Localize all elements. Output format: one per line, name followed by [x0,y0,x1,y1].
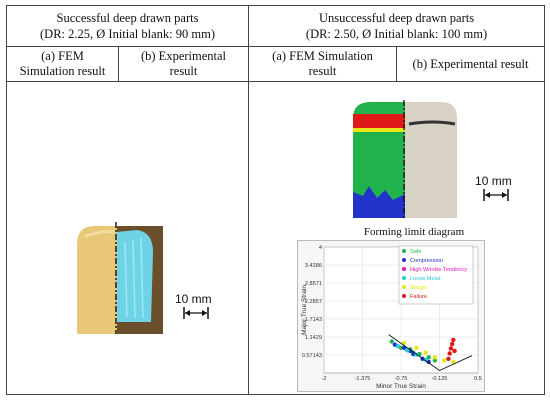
legend-marker [402,249,407,253]
experimental-cup [405,102,458,218]
data-point-failure [452,348,457,354]
scale-bar-left: 10 mm [175,292,212,325]
data-point-margin [423,350,428,355]
data-point-safe [426,355,431,360]
unsuccessful-part-image [353,100,458,220]
data-point-failure [448,346,454,351]
subheader-fem-left-line1: (a) FEM [41,49,84,63]
figure-table: Successful deep drawn parts (DR: 2.25, Ø… [5,5,546,396]
scale-label-left: 10 mm [175,292,212,306]
comparison-table: Successful deep drawn parts (DR: 2.25, Ø… [5,5,546,395]
fld-chart-svg: -2 -1.375 -0.75 -0.125 0.5 0.57143 1.1429 1.714… [301,245,482,390]
y-tick-label: 1.7143 [305,317,322,323]
fld-chart: -2 -1.375 -0.75 -0.125 0.5 0.57143 1.1429 1.714… [297,240,486,392]
legend-marker [402,276,407,280]
data-point-margin [432,355,438,360]
x-tick-label: -2 [322,376,327,382]
legend-label: Failure [410,294,427,300]
data-point-loose-metal [423,357,428,362]
y-tick-label: 3.4286 [305,263,322,269]
successful-part-image [77,222,163,334]
legend-label: Compression [410,258,443,264]
subheader-fem-right: (a) FEM Simulation result [248,46,398,82]
y-tick-label: 2.2857 [305,299,322,305]
x-axis-label: Minor True Strain [376,383,426,390]
data-point-margin [441,358,447,363]
data-point-loose-metal [404,348,410,353]
legend-marker [402,267,407,271]
data-point-failure [449,341,455,347]
y-axis-label: Major True Strain [301,285,308,335]
fem-failure-band [353,114,406,128]
data-point-failure [451,337,456,343]
successful-parts-cell: 10 mm [5,81,250,395]
subheader-fem-left-line2: Simulation result [19,64,106,78]
data-point-safe [432,358,438,363]
data-point-margin [451,359,456,365]
data-point-compression [426,359,431,365]
y-tick-label: 2.8571 [305,281,322,287]
scale-arrow-right-icon [483,189,510,201]
left-header-line2: (DR: 2.25, Ø Initial blank: 90 mm) [40,27,215,41]
legend-label: Margin [410,285,427,291]
legend-label: Safe [410,249,422,255]
data-point-loose-metal [395,344,401,349]
forming-limit-curve [388,334,473,371]
fem-compression-zone [353,186,406,218]
data-point-safe [389,339,394,344]
unsuccessful-parts-cell: 10 mm Forming limit diagram -2 -1.375 -0.7… [248,81,546,395]
x-tick-label: -0.75 [395,376,408,382]
y-tick-label: 0.57143 [302,353,322,359]
y-tick-label: 1.1429 [305,335,322,341]
subheader-fem-right-line2: result [308,64,337,78]
left-header-line1: Successful deep drawn parts [56,11,199,25]
subheader-fem-right-line1: (a) FEM Simulation [272,49,373,63]
data-point-failure [447,351,452,356]
subheader-exp-left-line2: result [169,64,198,78]
right-header: Unsuccessful deep drawn parts (DR: 2.50,… [248,5,546,47]
legend-marker [402,294,407,298]
subheader-exp-right: (b) Experimental result [396,46,546,82]
subheader-exp-left-line1: (b) Experimental [140,49,227,63]
x-tick-label: 0.5 [474,376,482,382]
data-point-margin [414,345,419,350]
scale-label-right: 10 mm [475,174,512,188]
fem-yellow-cup [77,226,117,334]
legend-label: High Wrinkle Tendency [410,267,467,273]
subheader-fem-left: (a) FEM Simulation result [6,46,119,82]
x-tick-label: -0.125 [432,376,448,382]
right-header-line2: (DR: 2.50, Ø Initial blank: 100 mm) [305,27,488,41]
legend-box [398,245,474,305]
scale-arrow-left-icon [183,307,210,319]
legend-marker [402,258,407,262]
right-header-line1: Unsuccessful deep drawn parts [318,11,475,25]
legend-label: Loose Metal [410,276,440,282]
subheader-exp-right-text: (b) Experimental result [412,56,529,71]
fracture-line [408,120,456,126]
left-header: Successful deep drawn parts (DR: 2.25, Ø… [5,5,250,47]
x-tick-label: -1.375 [355,376,371,382]
scale-bar-right: 10 mm [475,174,512,207]
fld-title: Forming limit diagram [363,226,465,238]
legend-marker [402,285,407,289]
data-point-failure [446,356,451,362]
y-tick-label: 4 [319,245,322,251]
subheader-exp-left: (b) Experimental result [117,46,250,82]
